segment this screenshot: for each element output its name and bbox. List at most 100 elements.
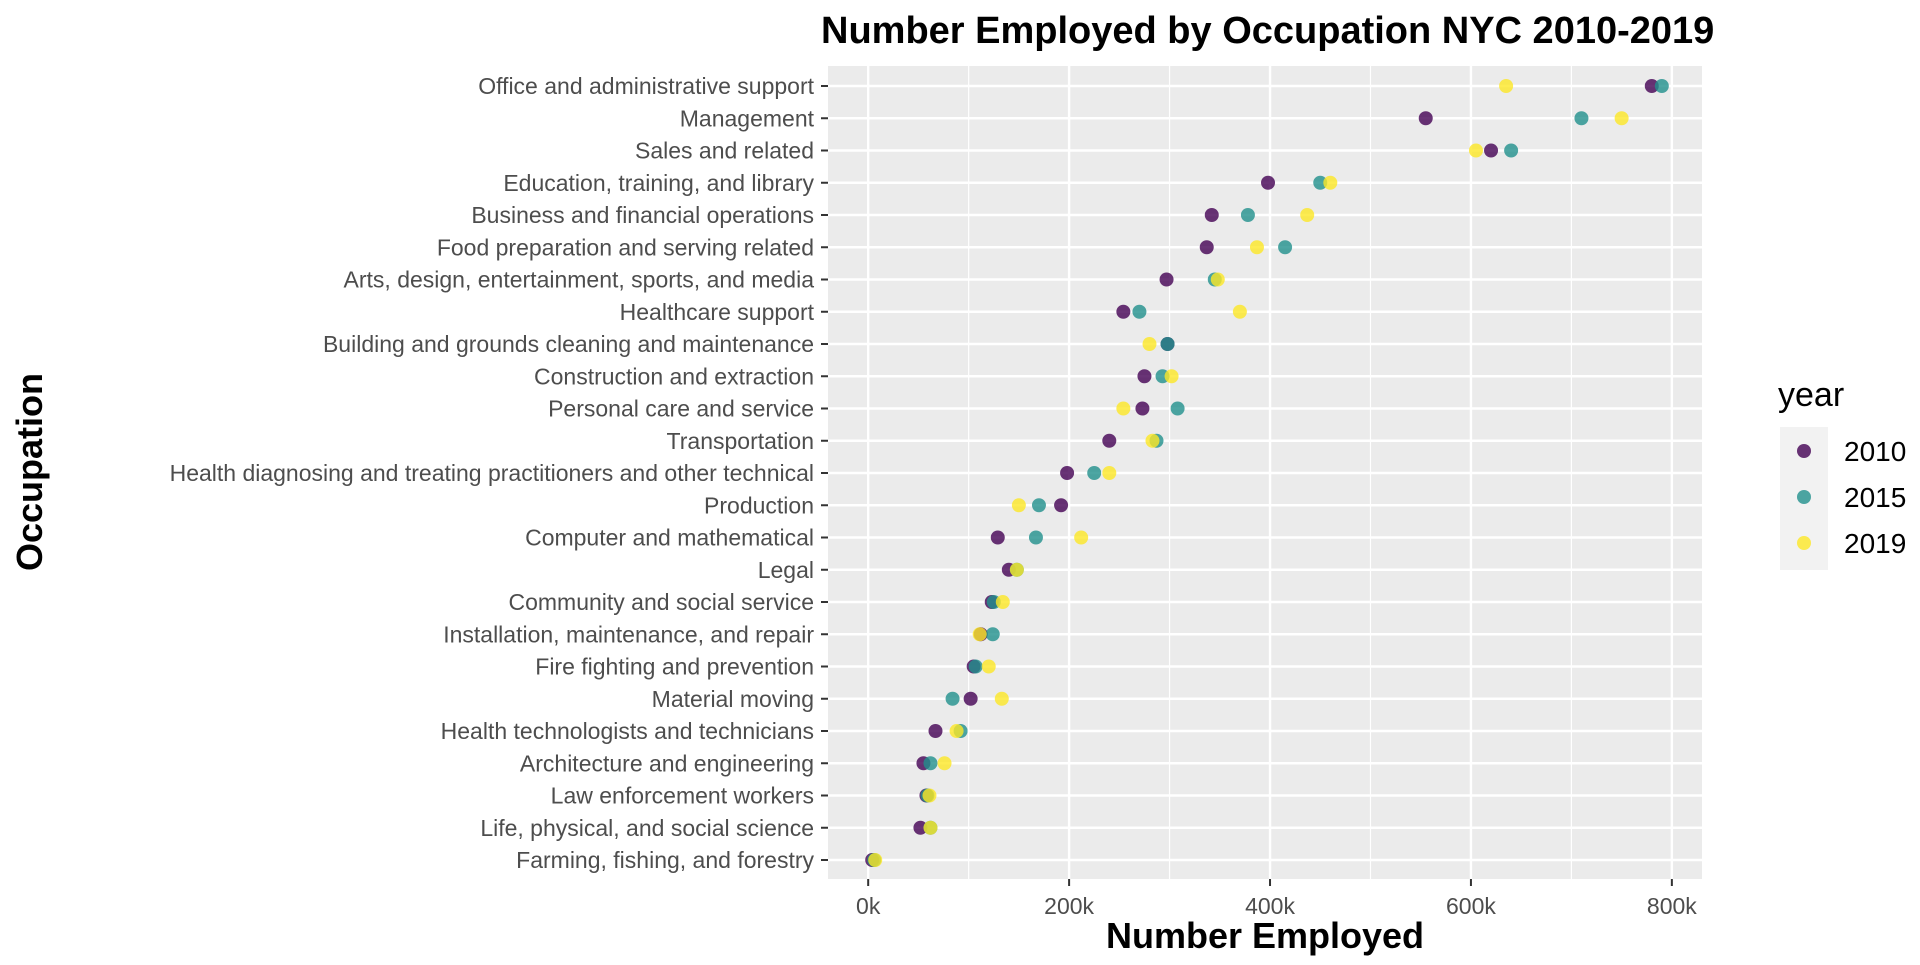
data-point-2019: [868, 853, 883, 867]
data-point-2010: [990, 530, 1005, 545]
x-tick-label: 0k: [856, 893, 881, 919]
data-point-2019: [1249, 240, 1264, 255]
data-point-2015: [1504, 143, 1519, 158]
legend-label: 2010: [1844, 436, 1906, 467]
y-tick-label: Health technologists and technicians: [441, 718, 814, 744]
data-point-2015: [1574, 111, 1589, 126]
data-point-2015: [1160, 337, 1175, 351]
x-tick-label: 200k: [1044, 893, 1094, 919]
data-point-2019: [1142, 337, 1157, 351]
data-point-2019: [937, 756, 952, 771]
data-point-2015: [1087, 466, 1102, 480]
x-tick-label: 800k: [1647, 893, 1697, 919]
y-tick-label: Arts, design, entertainment, sports, and…: [344, 267, 815, 293]
data-point-2010: [1484, 143, 1499, 158]
y-tick-label: Food preparation and serving related: [437, 234, 814, 260]
data-point-2010: [1054, 498, 1069, 513]
y-tick-label: Health diagnosing and treating practitio…: [170, 460, 814, 486]
data-point-2019: [1164, 369, 1179, 384]
axis-ticks: 0k 200k 400k 600k 800k Office and administrat…: [170, 73, 1698, 919]
x-tick-label: 600k: [1446, 893, 1496, 919]
y-tick-label: Fire fighting and prevention: [535, 654, 814, 680]
legend-key-2010: [1797, 444, 1811, 458]
data-point-2015: [1278, 240, 1293, 255]
grid-lines: [828, 66, 1702, 879]
data-point-2015: [945, 691, 960, 706]
data-point-2019: [1102, 466, 1117, 480]
data-point-2010: [913, 820, 928, 835]
data-point-2015: [1028, 530, 1043, 545]
y-tick-label: Material moving: [652, 686, 814, 712]
data-point-2010: [1137, 369, 1152, 384]
data-point-2010: [1102, 433, 1117, 448]
data-point-2010: [1261, 175, 1276, 190]
data-point-2010: [1135, 401, 1150, 416]
y-tick-label: Computer and mathematical: [525, 525, 814, 551]
x-tick-label: 400k: [1245, 893, 1295, 919]
data-point-2019: [995, 595, 1010, 609]
y-tick-label: Community and social service: [508, 589, 814, 615]
data-point-2019: [923, 820, 938, 835]
y-tick-label: Healthcare support: [620, 299, 815, 325]
data-point-2019: [949, 724, 964, 738]
data-point-2019: [922, 788, 937, 803]
data-point-2010: [963, 691, 978, 706]
data-point-2019: [1232, 304, 1247, 319]
data-points: [865, 79, 1669, 867]
data-point-2019: [1116, 401, 1131, 416]
y-tick-label: Education, training, and library: [503, 170, 814, 196]
data-point-2015: [923, 756, 938, 771]
y-tick-label: Construction and extraction: [534, 363, 814, 389]
data-point-2010: [1060, 466, 1075, 480]
data-point-2019: [1210, 272, 1225, 287]
y-tick-label: Installation, maintenance, and repair: [443, 621, 814, 647]
y-tick-label: Law enforcement workers: [551, 783, 814, 809]
y-tick-label: Office and administrative support: [478, 73, 814, 99]
data-point-2019: [1009, 562, 1024, 577]
y-tick-label: Life, physical, and social science: [480, 815, 814, 841]
y-tick-label: Production: [704, 492, 814, 518]
data-point-2015: [1031, 498, 1046, 513]
data-point-2010: [1418, 111, 1433, 126]
y-tick-label: Management: [680, 105, 815, 131]
data-point-2015: [1313, 175, 1328, 190]
data-point-2015: [1132, 304, 1147, 319]
data-point-2010: [1159, 272, 1174, 287]
data-point-2010: [1116, 304, 1131, 319]
x-axis-title: Number Employed: [1106, 915, 1424, 956]
y-tick-label: Legal: [758, 557, 814, 583]
y-tick-label: Building and grounds cleaning and mainte…: [323, 331, 814, 357]
y-tick-label: Business and financial operations: [471, 202, 814, 228]
data-point-2019: [1323, 175, 1338, 190]
data-point-2019: [981, 659, 996, 674]
data-point-2015: [1654, 79, 1669, 93]
data-point-2019: [1011, 498, 1026, 513]
data-point-2019: [994, 691, 1009, 706]
data-point-2010: [1644, 79, 1659, 93]
data-point-2019: [1145, 433, 1160, 448]
y-tick-label: Architecture and engineering: [520, 750, 814, 776]
data-point-2015: [1240, 208, 1255, 222]
y-tick-label: Transportation: [667, 428, 814, 454]
legend-key-2019: [1797, 536, 1811, 550]
data-point-2015: [985, 627, 1000, 642]
data-point-2019: [1300, 208, 1315, 222]
data-point-2015: [1170, 401, 1185, 416]
legend-key-2015: [1797, 490, 1811, 504]
data-point-2019: [1074, 530, 1089, 545]
data-point-2010: [1199, 240, 1214, 255]
legend: year 2010 2015 2019: [1778, 376, 1906, 570]
data-point-2019: [1614, 111, 1629, 126]
y-axis-title: Occupation: [9, 373, 50, 571]
chart-title: Number Employed by Occupation NYC 2010-2…: [821, 10, 1714, 52]
data-point-2019: [972, 627, 987, 642]
legend-label: 2015: [1844, 482, 1906, 513]
data-point-2019: [1499, 79, 1514, 93]
y-tick-label: Personal care and service: [548, 396, 814, 422]
y-tick-label: Sales and related: [635, 138, 814, 164]
data-point-2010: [928, 724, 943, 738]
data-point-2019: [1468, 143, 1483, 158]
data-point-2010: [1204, 208, 1219, 222]
